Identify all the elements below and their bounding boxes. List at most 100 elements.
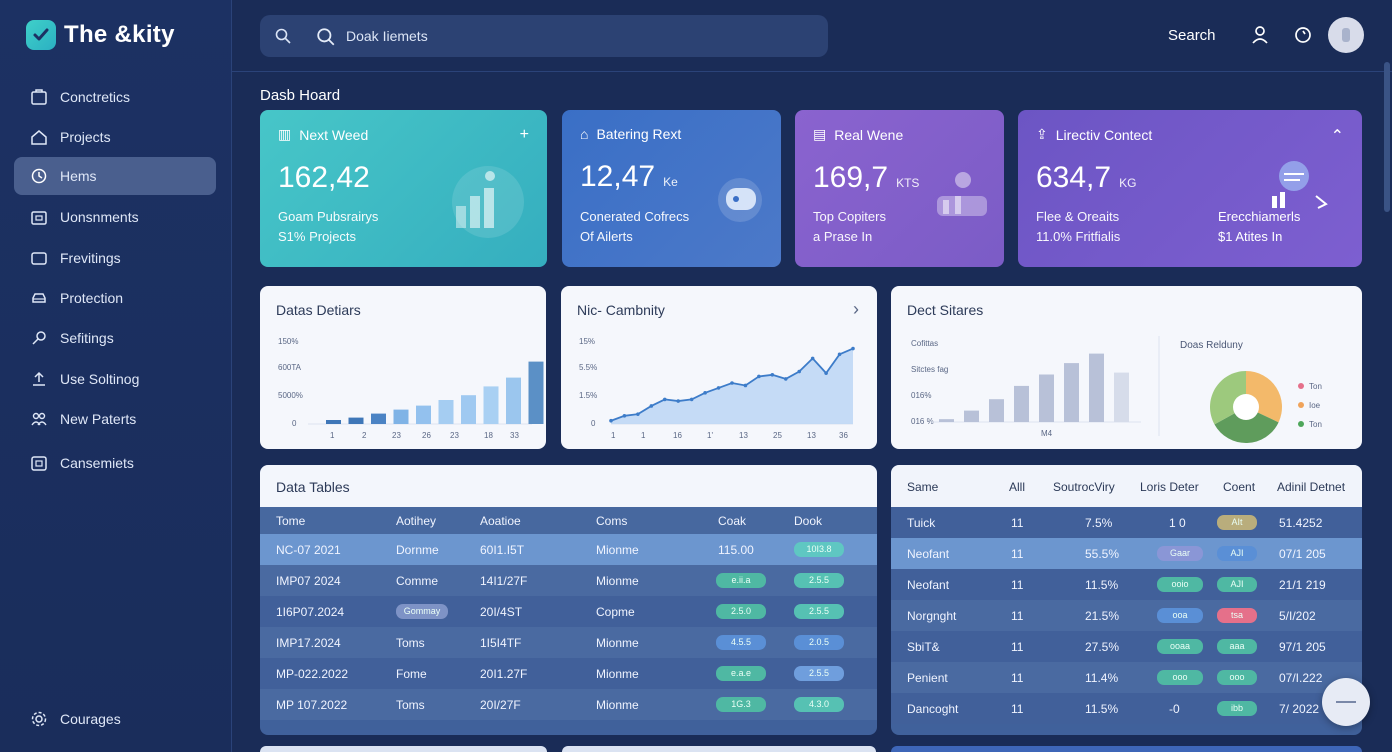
table-row[interactable]: Penient 11 11.4% ooo ooo 07/I.222	[891, 662, 1362, 693]
bar[interactable]	[326, 420, 341, 424]
data-point[interactable]	[609, 418, 613, 423]
table-row[interactable]: Neofant 11 55.5% Gaar AJI 07/1 205	[891, 538, 1362, 569]
table-row[interactable]: IMP07 2024 Comme 14I1/27F Mionme e.ii.a …	[260, 565, 877, 596]
table-row[interactable]: IMP17.2024 Toms 1I5I4TF Mionme 4.5.5 2.0…	[260, 627, 877, 658]
data-point[interactable]	[797, 369, 802, 374]
bar[interactable]	[416, 405, 431, 424]
column-header[interactable]: Aotihey	[396, 513, 437, 528]
bar[interactable]	[393, 409, 409, 424]
kpi-card-lirectiv-contect[interactable]: ⇪ Lirectiv Contect ⌃ 634,7 KG Flee & Oreai…	[1018, 110, 1362, 267]
column-header[interactable]: Loris Deter	[1140, 480, 1199, 494]
bar[interactable]	[348, 417, 364, 424]
lock-icon: ⌂	[580, 126, 589, 142]
data-point[interactable]	[757, 374, 761, 379]
bar-chart: 150% 600TA 5000% 0 1 2 23 26 23 18 33	[278, 337, 544, 440]
column-header[interactable]: Dook	[794, 513, 823, 528]
sidebar-item-uonsnments[interactable]: Uonsnments	[14, 198, 216, 236]
table-row[interactable]: NC-07 2021 Dornme 60I1.I5T Mionme 115.00…	[260, 534, 877, 565]
table-row[interactable]: SbiT& 11 27.5% ooaa aaa 97/1 205	[891, 631, 1362, 662]
data-point[interactable]	[676, 399, 681, 403]
search-input[interactable]: Doak Iiemets	[260, 15, 828, 57]
data-point[interactable]	[837, 352, 842, 357]
avatar[interactable]	[1328, 17, 1364, 53]
column-header[interactable]: Tome	[276, 513, 306, 528]
sidebar-item-new-paterts[interactable]: New Paterts	[14, 400, 216, 438]
bar[interactable]	[1039, 374, 1054, 423]
sidebar-item-projects[interactable]: Projects	[14, 118, 216, 156]
data-point[interactable]	[770, 373, 775, 377]
data-point[interactable]	[824, 371, 828, 375]
data-point[interactable]	[703, 391, 707, 395]
pie-slice[interactable]	[1214, 407, 1279, 443]
data-point[interactable]	[810, 356, 815, 361]
sidebar-item-conctretics[interactable]: Conctretics	[14, 78, 216, 116]
kpi-unit: KTS	[896, 176, 920, 190]
scrollbar[interactable]	[1384, 62, 1390, 212]
sidebar-item-use-soltinog[interactable]: Use Soltinog	[14, 360, 216, 398]
column-header[interactable]: Same	[907, 480, 939, 494]
data-point[interactable]	[689, 397, 694, 402]
bar[interactable]	[1089, 353, 1104, 422]
bar[interactable]	[528, 361, 544, 424]
bar[interactable]	[964, 410, 979, 422]
table-row[interactable]: Norgnght 11 21.5% ooa tsa 5/I/202	[891, 600, 1362, 631]
add-button[interactable]: +	[519, 126, 529, 143]
bar[interactable]	[483, 386, 499, 424]
data-point[interactable]	[662, 397, 667, 402]
column-header[interactable]: Alll	[1009, 480, 1026, 494]
table-row[interactable]: 1I6P07.2024 Gommay 20I/4ST Copme 2.5.0 2…	[260, 596, 877, 627]
data-point[interactable]	[716, 386, 721, 390]
sidebar-item-sefitings[interactable]: Sefitings	[14, 319, 216, 357]
data-point[interactable]	[636, 412, 640, 416]
search-icon[interactable]	[274, 27, 292, 45]
table-row[interactable]: MP-022.2022 Fome 20I1.27F Mionme e.a.e 2…	[260, 658, 877, 689]
kpi-card-batering-rext[interactable]: ⌂ Batering Rext 12,47 Ke Conerated Cofrecs…	[562, 110, 781, 267]
data-point[interactable]	[730, 381, 734, 385]
kpi-card-next-weed[interactable]: ▥ Next Weed + 162,42 Goam Pubsrairys S1% P…	[260, 110, 547, 267]
bar[interactable]	[1014, 385, 1029, 422]
user-icon[interactable]	[1249, 24, 1271, 46]
column-header[interactable]: Coak	[718, 513, 747, 528]
column-header[interactable]: Aoatioe	[480, 513, 521, 528]
bar[interactable]	[1064, 363, 1079, 422]
sidebar-item-hems[interactable]: Hems	[14, 157, 216, 195]
refresh-icon[interactable]	[1292, 24, 1314, 46]
sidebar-item-protection[interactable]: Protection	[14, 279, 216, 317]
column-header[interactable]: Coms	[596, 513, 628, 528]
floating-action-button[interactable]	[1322, 678, 1370, 726]
bar[interactable]	[939, 419, 954, 422]
sidebar-item-frevitings[interactable]: Frevitings	[14, 239, 216, 277]
table-row[interactable]: Neofant 11 11.5% ooio AJI 21/1 219	[891, 569, 1362, 600]
sidebar-item-courages[interactable]: Courages	[14, 700, 216, 738]
table-row[interactable]: Dancoght 11 11.5% -0 ibb 7/ 2022	[891, 693, 1362, 724]
bar[interactable]	[461, 395, 476, 424]
column-header[interactable]: Coent	[1223, 480, 1256, 494]
bar[interactable]	[506, 377, 521, 424]
column-header[interactable]: SoutrocViry	[1053, 480, 1115, 494]
bar[interactable]	[371, 413, 386, 424]
cell: 11	[1011, 546, 1024, 561]
data-point[interactable]	[851, 346, 855, 351]
table-header-row: Tome Aotihey Aoatioe Coms Coak Dook	[260, 507, 877, 534]
sidebar-item-label: Use Soltinog	[60, 371, 140, 387]
cell: 07/1 205	[1279, 546, 1326, 561]
search-button[interactable]: Search	[1168, 27, 1216, 44]
brand[interactable]: The &kity	[26, 20, 175, 50]
data-point[interactable]	[649, 404, 654, 408]
table-row[interactable]: MP 107.2022 Toms 20I/27F Mionme 1G.3 4.3…	[260, 689, 877, 720]
bar[interactable]	[1114, 372, 1129, 422]
card-dect-sitares: Dect Sitares Cofittas Sitctes fag 016% 0…	[891, 286, 1362, 449]
chevron-right-icon[interactable]: ›	[853, 299, 859, 319]
data-point[interactable]	[622, 414, 627, 418]
kpi-card-real-wene[interactable]: ▤ Real Wene 169,7 KTS Top Copiters a Prase …	[795, 110, 1004, 267]
table-row[interactable]: Tuick 11 7.5% 1 0 AIt 51.4252	[891, 507, 1362, 538]
cell: 07/I.222	[1279, 670, 1323, 685]
collapse-button[interactable]: ⌃	[1330, 128, 1344, 145]
bar[interactable]	[438, 400, 454, 424]
bar[interactable]	[989, 399, 1004, 422]
data-point[interactable]	[743, 383, 748, 388]
gear-icon	[30, 167, 48, 185]
data-point[interactable]	[783, 377, 788, 381]
column-header[interactable]: Adinil Detnet	[1277, 480, 1346, 494]
sidebar-item-cansemiets[interactable]: Cansemiets	[14, 444, 216, 482]
